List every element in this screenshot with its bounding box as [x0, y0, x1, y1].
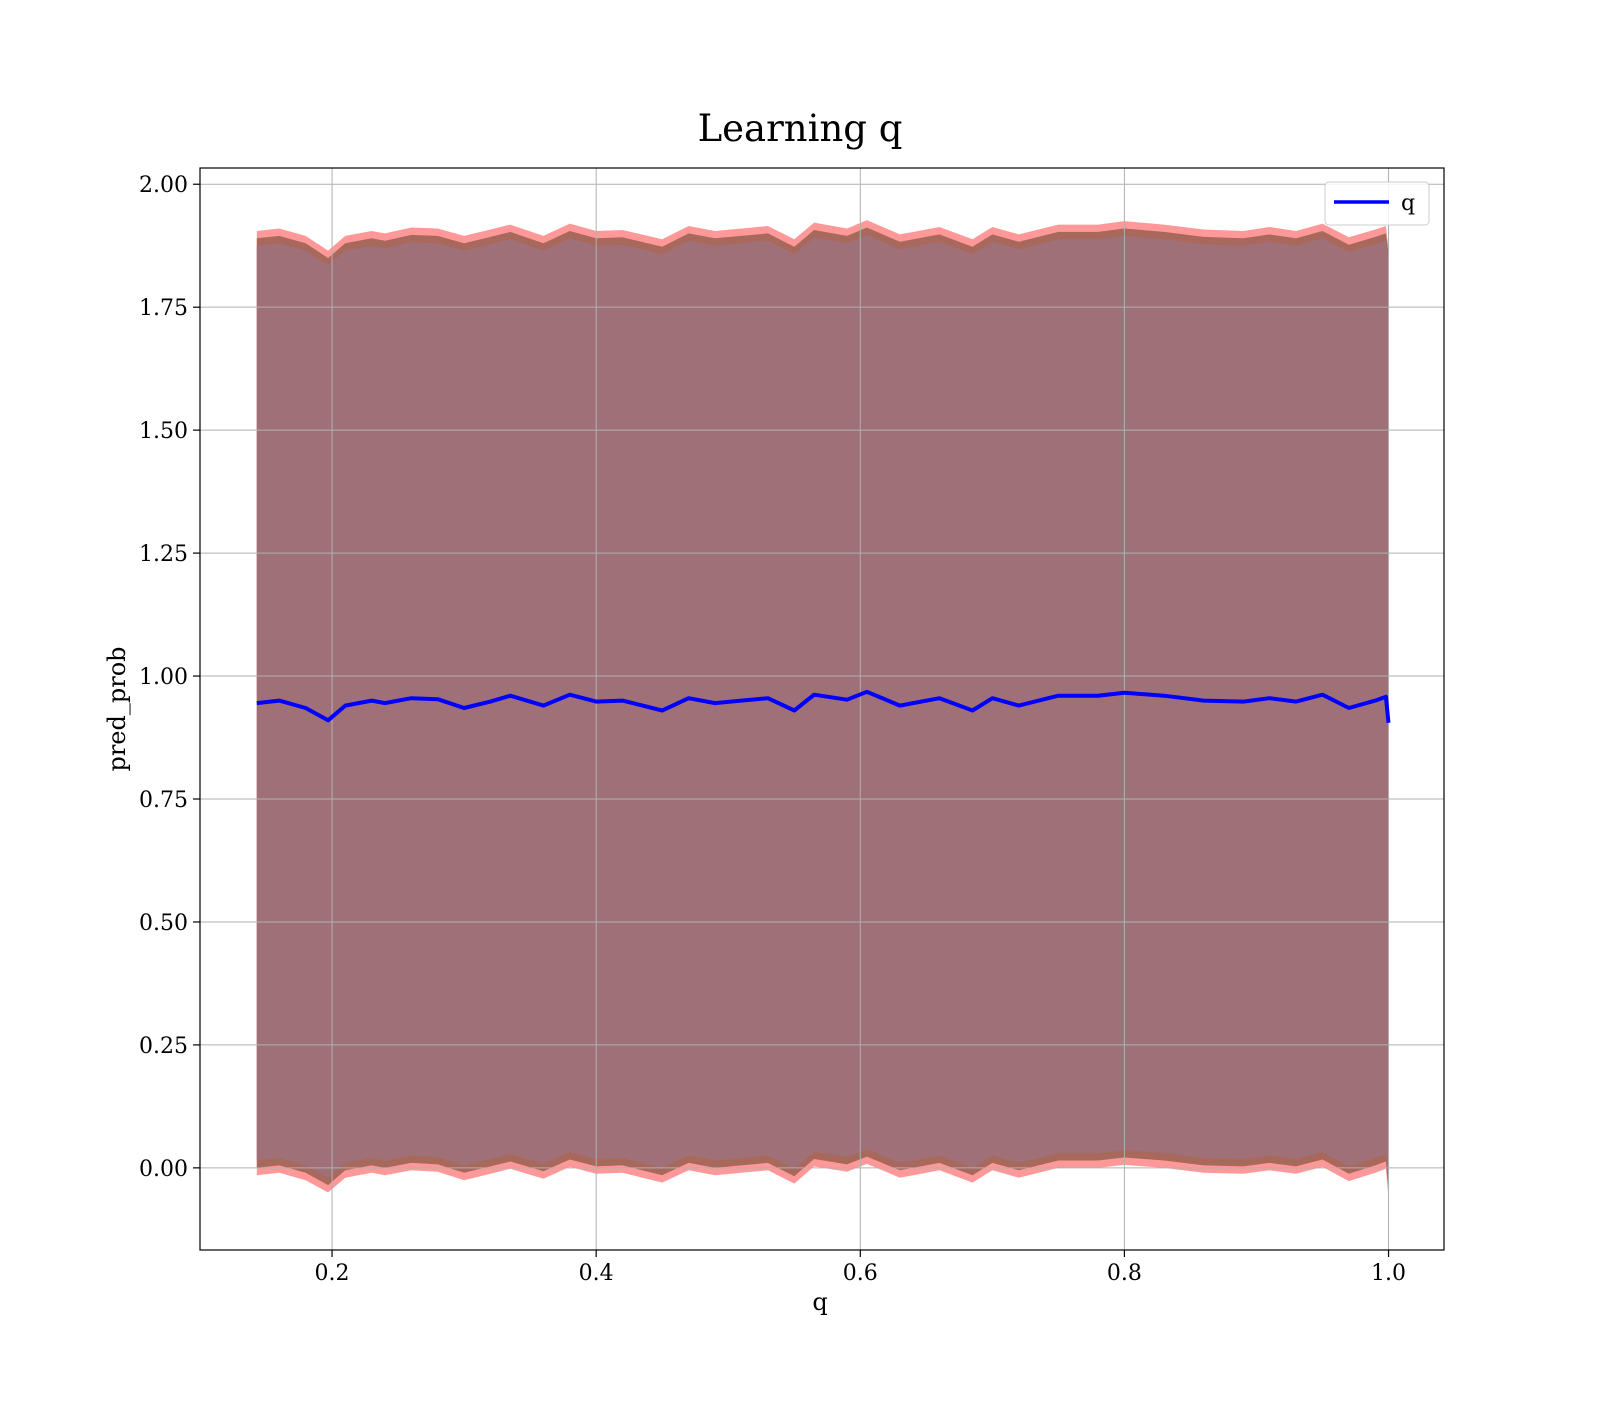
- x-tick-label: 0.8: [1107, 1261, 1142, 1286]
- y-tick-label: 0.00: [139, 1157, 188, 1182]
- axes-frame: [199, 167, 1445, 1251]
- y-tick-label: 0.75: [139, 788, 188, 813]
- series-line-q: [256, 689, 1391, 723]
- y-tick-label: 1.50: [139, 419, 188, 444]
- chart-title: Learning q: [698, 107, 903, 150]
- y-tick-label: 1.00: [139, 665, 188, 690]
- plot-data-layer: [256, 220, 1389, 1198]
- y-tick-label: 2.00: [139, 173, 188, 198]
- x-axis-label: q: [812, 1288, 827, 1316]
- plot-area: 0.2 0.4 0.6 0.8 1.0 0.00 0.25 0.50 0.75 1.00 1.25 1…: [139, 167, 1445, 1286]
- x-tick-label: 0.6: [843, 1261, 878, 1286]
- x-tick-label: 1.0: [1371, 1261, 1406, 1286]
- y-tick-label: 0.25: [139, 1034, 188, 1059]
- legend: q: [1324, 181, 1430, 226]
- x-tick-label: 0.4: [579, 1261, 614, 1286]
- confidence-band-3: [256, 234, 1389, 1183]
- y-tick-label: 0.50: [139, 911, 188, 936]
- x-tick-label: 0.2: [315, 1261, 350, 1286]
- legend-label: q: [1401, 191, 1415, 216]
- y-tick-label: 1.25: [139, 542, 188, 567]
- y-tick-label: 1.75: [139, 296, 188, 321]
- y-axis-label: pred_prob: [103, 646, 131, 771]
